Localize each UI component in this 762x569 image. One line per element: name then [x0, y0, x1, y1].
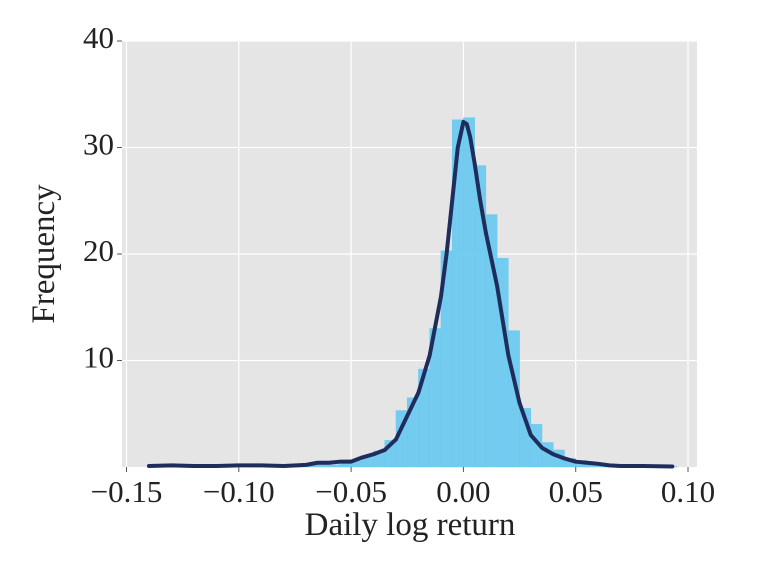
x-axis-label: Daily log return [305, 507, 516, 543]
y-axis-label: Frequency [26, 184, 62, 324]
x-tick-label: 0.00 [436, 474, 490, 509]
x-tick-label: −0.10 [203, 474, 275, 509]
y-tick-label: 40 [83, 20, 114, 55]
x-tick-label: −0.05 [315, 474, 387, 509]
y-tick-label: 10 [83, 340, 114, 375]
x-tick-label: 0.10 [661, 474, 715, 509]
bar [463, 117, 475, 468]
y-tick-label: 20 [83, 233, 114, 268]
bar [328, 464, 341, 468]
y-tick-label: 30 [83, 127, 114, 162]
kde-line [146, 119, 675, 469]
x-tick-label: 0.05 [549, 474, 603, 509]
x-tick-label: −0.15 [91, 474, 163, 509]
